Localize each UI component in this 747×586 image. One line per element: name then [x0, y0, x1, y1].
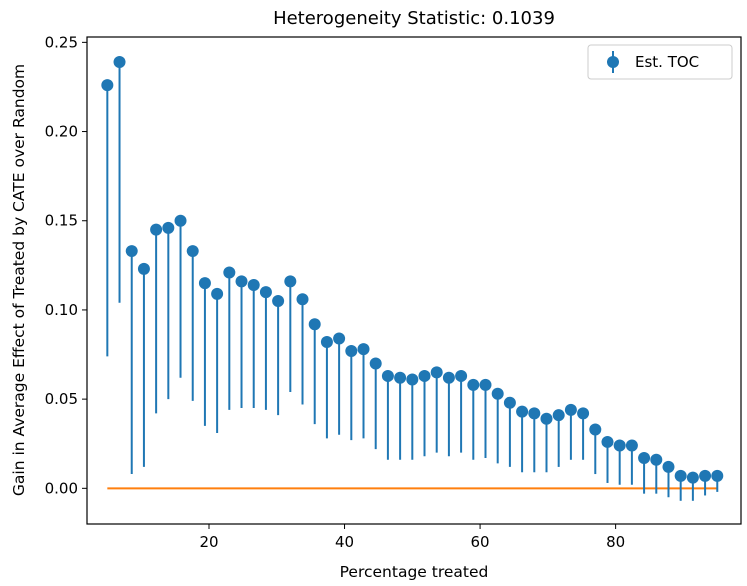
data-point: [418, 369, 431, 382]
data-point: [686, 471, 699, 484]
data-point: [455, 369, 468, 382]
data-point: [345, 344, 358, 357]
data-point: [613, 439, 626, 452]
data-point: [308, 318, 321, 331]
data-point: [125, 245, 138, 258]
data-point: [272, 295, 285, 308]
data-point: [113, 55, 126, 68]
x-tick-label: 80: [606, 533, 625, 551]
data-point: [198, 277, 211, 290]
data-point: [381, 369, 394, 382]
data-point: [406, 373, 419, 386]
data-point: [137, 262, 150, 275]
data-point: [333, 332, 346, 345]
y-tick-label: 0.00: [45, 479, 78, 497]
x-axis-label: Percentage treated: [340, 563, 489, 581]
data-point: [491, 387, 504, 400]
data-point: [320, 336, 333, 349]
x-tick-label: 40: [335, 533, 354, 551]
data-point: [442, 371, 455, 384]
legend: Est. TOC: [587, 44, 733, 80]
data-point: [479, 378, 492, 391]
data-point: [601, 435, 614, 448]
data-point: [162, 221, 175, 234]
y-tick-label: 0.05: [45, 390, 78, 408]
data-point: [211, 287, 224, 300]
data-point: [101, 79, 114, 92]
data-point: [467, 378, 480, 391]
data-point: [540, 412, 553, 425]
data-point: [284, 275, 297, 288]
data-point: [552, 409, 565, 422]
x-axis-ticks: 20 40 60 80: [199, 524, 625, 551]
data-point: [650, 453, 663, 466]
point-layer: [101, 55, 724, 484]
data-point: [516, 405, 529, 418]
data-point: [699, 469, 712, 482]
data-point: [430, 366, 443, 379]
legend-marker-icon: [607, 56, 619, 68]
data-point: [174, 214, 187, 227]
data-point: [589, 423, 602, 436]
errorbar-layer: [106, 61, 719, 501]
data-point: [394, 371, 407, 384]
plot-frame: [86, 36, 742, 525]
data-point: [247, 278, 260, 291]
data-point: [369, 357, 382, 370]
y-tick-label: 0.10: [45, 301, 78, 319]
y-tick-label: 0.20: [45, 123, 78, 141]
y-tick-label: 0.25: [45, 33, 78, 51]
data-point: [503, 396, 516, 409]
data-point: [259, 286, 272, 299]
data-point: [638, 451, 651, 464]
data-point: [564, 403, 577, 416]
data-point: [528, 407, 541, 420]
x-tick-label: 60: [471, 533, 490, 551]
x-tick-label: 20: [199, 533, 218, 551]
chart-title: Heterogeneity Statistic: 0.1039: [273, 8, 555, 29]
data-point: [674, 469, 687, 482]
data-point: [186, 245, 199, 258]
data-point: [577, 407, 590, 420]
legend-label: Est. TOC: [635, 53, 699, 71]
data-point: [357, 343, 370, 356]
data-point: [711, 469, 724, 482]
data-point: [625, 439, 638, 452]
y-axis-ticks: 0.00 0.05 0.10 0.15 0.20 0.25: [45, 33, 87, 497]
y-tick-label: 0.15: [45, 212, 78, 230]
data-point: [662, 460, 675, 473]
legend-box: [587, 44, 733, 80]
data-point: [223, 266, 236, 279]
y-axis-label: Gain in Average Effect of Treated by CAT…: [10, 64, 28, 496]
data-point: [296, 293, 309, 306]
data-point: [150, 223, 163, 236]
data-point: [235, 275, 248, 288]
